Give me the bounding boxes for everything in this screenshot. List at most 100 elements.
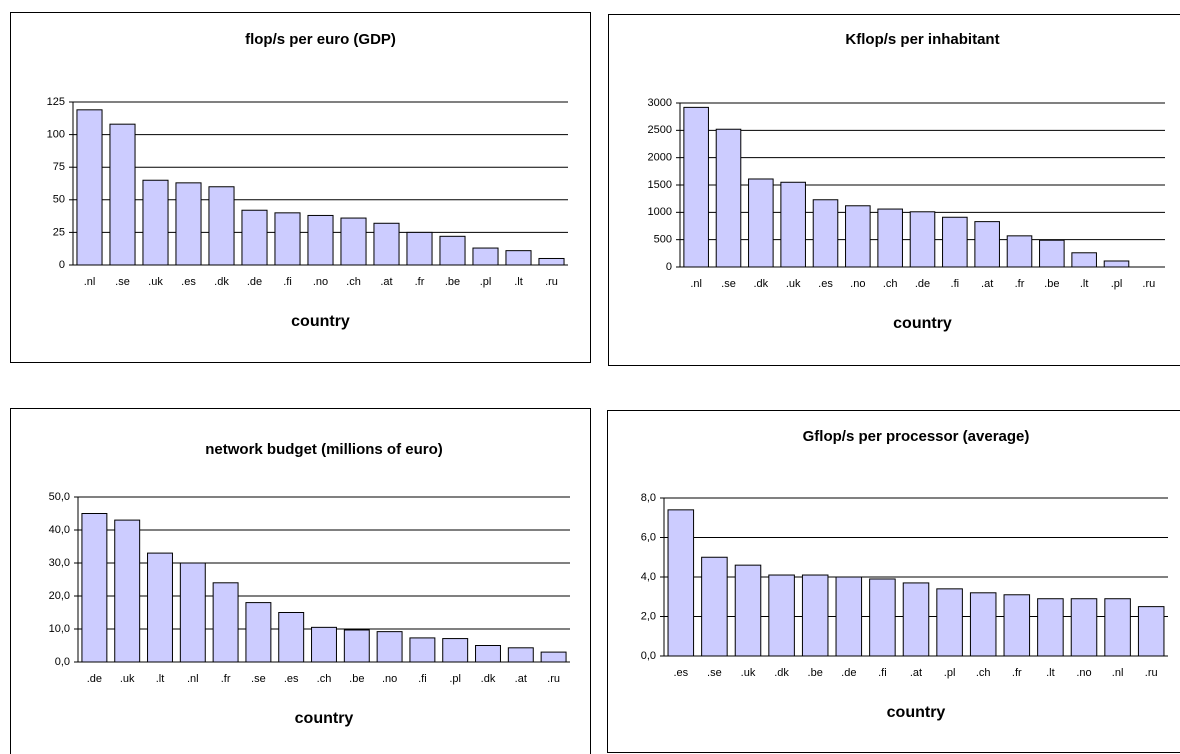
bar bbox=[1104, 598, 1131, 657]
x-tick-label: .fr bbox=[1015, 278, 1025, 290]
x-tick-label: .nl bbox=[1112, 667, 1124, 679]
x-tick-label: .dk bbox=[774, 667, 789, 679]
x-tick-label: .fi bbox=[878, 667, 887, 679]
y-tick-label: 0 bbox=[666, 261, 672, 273]
bar bbox=[179, 562, 206, 663]
bar bbox=[208, 186, 235, 266]
x-tick-label: .no bbox=[850, 278, 865, 290]
x-tick-label: .no bbox=[1076, 667, 1091, 679]
x-tick-label: .de bbox=[841, 667, 856, 679]
x-tick-label: .dk bbox=[753, 278, 768, 290]
bar bbox=[442, 638, 469, 663]
bar bbox=[845, 205, 871, 268]
bar bbox=[507, 647, 534, 663]
bar bbox=[835, 576, 863, 657]
bar bbox=[409, 637, 436, 663]
x-tick-label: .ru bbox=[547, 673, 560, 685]
x-tick-label: .de bbox=[247, 276, 262, 288]
x-tick-label: .nl bbox=[690, 278, 702, 290]
y-tick-label: 125 bbox=[47, 96, 65, 108]
x-tick-label: .be bbox=[1044, 278, 1059, 290]
y-tick-label: 0,0 bbox=[641, 650, 656, 662]
x-tick-label: .be bbox=[445, 276, 460, 288]
x-tick-label: .lt bbox=[156, 673, 165, 685]
x-tick-label: .fr bbox=[415, 276, 425, 288]
bar bbox=[1003, 594, 1031, 657]
bar bbox=[81, 513, 108, 663]
bar bbox=[701, 556, 728, 657]
y-tick-label: 25 bbox=[53, 226, 65, 238]
x-tick-label: .nl bbox=[84, 276, 96, 288]
bar bbox=[715, 128, 742, 268]
bar bbox=[505, 250, 532, 266]
x-axis-label: country bbox=[291, 313, 350, 330]
x-tick-label: .at bbox=[380, 276, 392, 288]
x-tick-label: .no bbox=[382, 673, 397, 685]
y-tick-label: 500 bbox=[654, 234, 672, 246]
x-tick-label: .nl bbox=[187, 673, 199, 685]
panel-frame bbox=[10, 408, 591, 754]
x-tick-label: .dk bbox=[214, 276, 229, 288]
x-tick-label: .pl bbox=[449, 673, 461, 685]
bar bbox=[1071, 252, 1097, 268]
x-tick-label: .se bbox=[251, 673, 266, 685]
chart-title: Gflop/s per processor (average) bbox=[803, 428, 1030, 445]
bar bbox=[748, 178, 774, 268]
bar bbox=[902, 582, 930, 657]
y-tick-label: 2500 bbox=[648, 124, 672, 136]
x-tick-label: .pl bbox=[1111, 278, 1123, 290]
x-tick-label: .ch bbox=[346, 276, 361, 288]
bar bbox=[175, 182, 202, 266]
y-tick-label: 50,0 bbox=[49, 491, 70, 503]
bar bbox=[142, 179, 169, 266]
bar bbox=[538, 257, 565, 266]
x-tick-label: .ch bbox=[976, 667, 991, 679]
x-tick-label: .uk bbox=[741, 667, 756, 679]
x-tick-label: .se bbox=[721, 278, 736, 290]
bar bbox=[877, 208, 903, 268]
bar bbox=[406, 231, 433, 266]
x-tick-label: .se bbox=[707, 667, 722, 679]
y-tick-label: 50 bbox=[53, 194, 65, 206]
x-tick-label: .at bbox=[515, 673, 527, 685]
x-tick-label: .lt bbox=[514, 276, 523, 288]
bar bbox=[311, 626, 337, 663]
x-tick-label: .se bbox=[115, 276, 130, 288]
x-tick-label: .es bbox=[181, 276, 196, 288]
x-tick-label: .pl bbox=[944, 667, 956, 679]
y-tick-label: 100 bbox=[47, 129, 65, 141]
x-tick-label: .fi bbox=[951, 278, 960, 290]
x-tick-label: .ch bbox=[883, 278, 898, 290]
x-tick-label: .ch bbox=[317, 673, 332, 685]
bar bbox=[942, 216, 968, 268]
x-tick-label: .be bbox=[808, 667, 823, 679]
bar bbox=[780, 181, 806, 268]
y-tick-label: 8,0 bbox=[641, 492, 656, 504]
bar bbox=[439, 235, 466, 266]
x-tick-label: .de bbox=[915, 278, 930, 290]
x-tick-label: .ru bbox=[545, 276, 558, 288]
x-tick-label: .at bbox=[981, 278, 993, 290]
x-tick-label: .pl bbox=[480, 276, 492, 288]
y-tick-label: 6,0 bbox=[641, 531, 656, 543]
bar bbox=[909, 211, 936, 268]
bar bbox=[1039, 239, 1065, 268]
x-tick-label: .at bbox=[910, 667, 922, 679]
x-axis-label: country bbox=[893, 315, 952, 332]
x-tick-label: .es bbox=[673, 667, 688, 679]
bar bbox=[969, 592, 997, 657]
x-tick-label: .es bbox=[284, 673, 299, 685]
bar bbox=[274, 212, 301, 266]
chart-title: flop/s per euro (GDP) bbox=[245, 31, 396, 48]
bar bbox=[1037, 598, 1064, 657]
x-tick-label: .fi bbox=[418, 673, 427, 685]
bar bbox=[1070, 598, 1098, 657]
x-tick-label: .lt bbox=[1080, 278, 1089, 290]
panel-frame bbox=[607, 410, 1180, 753]
x-tick-label: .be bbox=[349, 673, 364, 685]
x-tick-label: .no bbox=[313, 276, 328, 288]
x-tick-label: .es bbox=[818, 278, 833, 290]
panel-frame bbox=[608, 14, 1180, 366]
y-tick-label: 20,0 bbox=[49, 590, 70, 602]
bar bbox=[245, 602, 272, 663]
